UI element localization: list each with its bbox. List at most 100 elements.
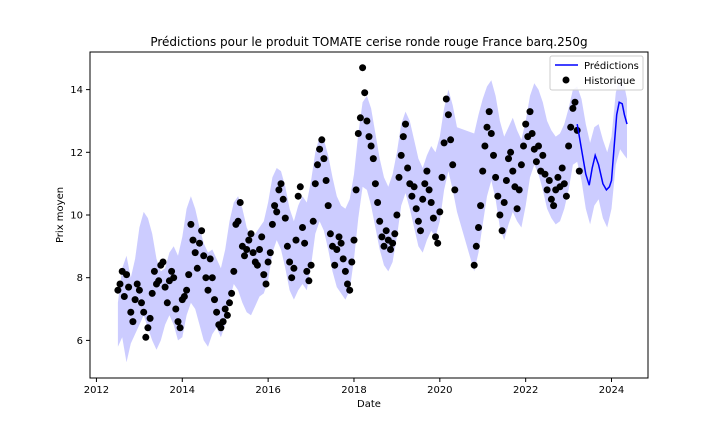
historique-point-9 bbox=[133, 280, 141, 288]
historique-point-86 bbox=[299, 224, 306, 231]
historique-point-48 bbox=[217, 324, 225, 332]
historique-point-142 bbox=[419, 195, 427, 203]
historique-point-61 bbox=[245, 236, 253, 244]
historique-point-134 bbox=[402, 120, 409, 128]
historique-point-190 bbox=[539, 151, 547, 159]
historique-point-94 bbox=[316, 145, 324, 153]
historique-point-91 bbox=[309, 217, 317, 225]
historique-point-75 bbox=[275, 186, 283, 194]
x-axis-title: Date bbox=[357, 399, 381, 410]
historique-point-167 bbox=[490, 151, 497, 159]
historique-point-140 bbox=[414, 217, 422, 225]
historique-point-54 bbox=[230, 267, 238, 275]
historique-point-154 bbox=[444, 111, 452, 119]
historique-point-32 bbox=[183, 286, 191, 294]
historique-point-110 bbox=[350, 236, 358, 244]
historique-point-76 bbox=[277, 180, 285, 188]
historique-point-51 bbox=[223, 311, 231, 319]
historique-point-166 bbox=[487, 130, 495, 137]
historique-point-116 bbox=[363, 117, 371, 125]
historique-point-149 bbox=[434, 239, 442, 247]
historique-point-59 bbox=[241, 252, 248, 260]
historique-point-74 bbox=[273, 208, 281, 216]
historique-point-127 bbox=[387, 246, 394, 253]
historique-point-139 bbox=[412, 205, 420, 213]
historique-point-114 bbox=[359, 64, 367, 72]
historique-point-112 bbox=[354, 130, 362, 137]
historique-point-160 bbox=[475, 224, 482, 231]
y-axis: 6 8 10 12 14 bbox=[70, 85, 90, 347]
historique-point-11 bbox=[138, 299, 145, 307]
historique-point-1 bbox=[116, 280, 124, 288]
historique-point-41 bbox=[202, 274, 210, 282]
historique-point-12 bbox=[140, 308, 148, 316]
historique-point-107 bbox=[344, 280, 351, 288]
chart-title: Prédictions pour le produit TOMATE ceris… bbox=[150, 35, 587, 49]
historique-point-19 bbox=[155, 277, 163, 285]
historique-point-66 bbox=[256, 246, 263, 253]
historique-point-52 bbox=[226, 299, 233, 307]
historique-point-15 bbox=[146, 314, 154, 322]
historique-point-188 bbox=[535, 142, 542, 150]
y-tick-label-10: 10 bbox=[70, 211, 83, 222]
historique-point-101 bbox=[331, 261, 339, 269]
historique-point-147 bbox=[429, 214, 437, 222]
historique-point-141 bbox=[417, 227, 424, 235]
historique-point-113 bbox=[356, 114, 364, 122]
historique-point-204 bbox=[569, 104, 577, 112]
historique-point-29 bbox=[176, 324, 184, 332]
historique-point-10 bbox=[135, 286, 143, 294]
historique-point-95 bbox=[318, 136, 326, 144]
historique-point-37 bbox=[193, 264, 201, 272]
historique-point-33 bbox=[185, 271, 193, 279]
historique-point-68 bbox=[260, 271, 268, 279]
historique-point-151 bbox=[438, 173, 446, 181]
historique-point-118 bbox=[367, 142, 375, 150]
historique-point-171 bbox=[498, 227, 506, 235]
historique-point-173 bbox=[502, 177, 510, 184]
historique-point-46 bbox=[213, 308, 221, 316]
historique-point-106 bbox=[341, 267, 349, 275]
x-tick-label-2012: 2012 bbox=[84, 385, 109, 396]
x-tick-label-2018: 2018 bbox=[341, 385, 366, 396]
historique-point-69 bbox=[262, 280, 270, 288]
historique-point-43 bbox=[206, 255, 214, 263]
historique-point-3 bbox=[120, 293, 128, 300]
historique-point-90 bbox=[307, 261, 315, 269]
historique-point-21 bbox=[159, 258, 167, 266]
legend-label-historique: Historique bbox=[584, 76, 635, 87]
historique-point-176 bbox=[509, 167, 517, 175]
historique-point-170 bbox=[496, 211, 504, 219]
historique-point-14 bbox=[144, 324, 152, 332]
historique-point-65 bbox=[253, 261, 261, 269]
historique-point-192 bbox=[543, 186, 551, 194]
historique-point-109 bbox=[348, 258, 356, 266]
confidence-band bbox=[117, 77, 628, 363]
historique-point-199 bbox=[558, 164, 566, 172]
historique-point-28 bbox=[174, 318, 182, 326]
historique-point-195 bbox=[550, 202, 558, 210]
historique-point-150 bbox=[436, 208, 444, 216]
historique-point-7 bbox=[129, 318, 137, 326]
historique-point-202 bbox=[565, 142, 573, 150]
plot-frame bbox=[89, 51, 649, 379]
historique-point-157 bbox=[451, 186, 459, 194]
legend-label-predictions: Prédictions bbox=[584, 60, 639, 72]
historique-point-131 bbox=[395, 173, 403, 181]
historique-point-53 bbox=[228, 289, 236, 297]
historique-point-36 bbox=[191, 249, 199, 257]
historique-point-42 bbox=[204, 286, 212, 294]
historique-point-121 bbox=[374, 199, 382, 206]
historique-point-40 bbox=[200, 252, 208, 260]
historique-point-35 bbox=[189, 236, 197, 244]
historique-point-71 bbox=[266, 249, 274, 257]
historique-point-78 bbox=[281, 214, 289, 222]
historique-point-191 bbox=[541, 170, 549, 178]
historique-point-111 bbox=[352, 186, 360, 194]
historique-point-133 bbox=[399, 133, 407, 141]
historique-point-38 bbox=[196, 239, 203, 247]
historique-point-77 bbox=[279, 195, 287, 203]
historique-point-159 bbox=[472, 242, 480, 250]
x-tick-label-2024: 2024 bbox=[599, 385, 624, 396]
